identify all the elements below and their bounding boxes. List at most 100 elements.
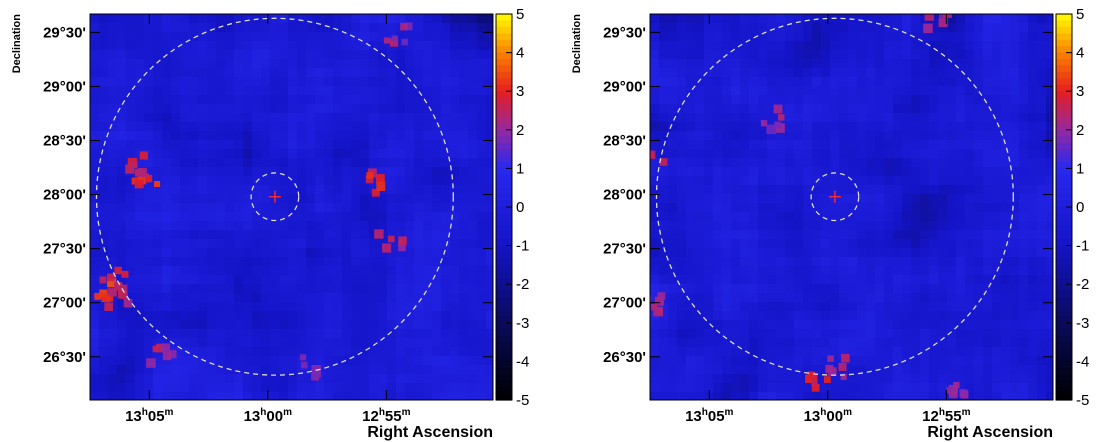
map-pixel: [731, 383, 740, 392]
map-pixel: [234, 113, 243, 122]
map-pixel: [965, 311, 974, 320]
map-pixel: [108, 311, 117, 320]
map-pixel: [342, 392, 351, 400]
map-pixel: [1010, 158, 1019, 167]
map-pixel: [198, 239, 207, 248]
map-pixel: [848, 248, 857, 257]
map-pixel: [839, 194, 848, 203]
map-pixel: [704, 104, 713, 113]
map-pixel: [432, 14, 441, 23]
map-pixel: [884, 95, 893, 104]
map-pixel: [848, 329, 857, 338]
map-pixel: [830, 302, 839, 311]
map-pixel: [396, 248, 405, 257]
map-pixel: [758, 185, 767, 194]
map-pixel: [857, 104, 866, 113]
map-pixel: [920, 221, 929, 230]
map-pixel: [659, 266, 668, 275]
map-pixel: [812, 86, 821, 95]
colorbar-tick-label: -1: [516, 238, 529, 255]
hotspot-pixel: [401, 38, 408, 46]
map-pixel: [785, 203, 794, 212]
map-pixel: [1037, 365, 1046, 374]
map-pixel: [875, 383, 884, 392]
map-pixel: [396, 50, 405, 59]
map-pixel: [486, 221, 493, 230]
map-pixel: [749, 203, 758, 212]
map-pixel: [929, 113, 938, 122]
map-pixel: [243, 113, 252, 122]
map-pixel: [1019, 356, 1028, 365]
map-pixel: [839, 347, 848, 356]
map-pixel: [198, 77, 207, 86]
map-pixel: [360, 302, 369, 311]
map-pixel: [965, 68, 974, 77]
map-pixel: [686, 302, 695, 311]
map-pixel: [740, 131, 749, 140]
map-pixel: [1001, 68, 1010, 77]
map-pixel: [677, 284, 686, 293]
map-pixel: [171, 257, 180, 266]
map-pixel: [180, 167, 189, 176]
map-pixel: [234, 257, 243, 266]
map-pixel: [668, 41, 677, 50]
map-pixel: [1028, 50, 1037, 59]
map-pixel: [1028, 113, 1037, 122]
map-pixel: [468, 374, 477, 383]
map-pixel: [758, 293, 767, 302]
map-pixel: [1001, 122, 1010, 131]
map-pixel: [947, 68, 956, 77]
map-pixel: [1019, 41, 1028, 50]
map-pixel: [722, 293, 731, 302]
map-pixel: [486, 158, 493, 167]
map-pixel: [1046, 212, 1053, 221]
map-pixel: [704, 257, 713, 266]
map-pixel: [713, 383, 722, 392]
map-pixel: [947, 86, 956, 95]
map-pixel: [686, 23, 695, 32]
map-pixel: [297, 302, 306, 311]
map-pixel: [983, 284, 992, 293]
map-pixel: [252, 140, 261, 149]
map-pixel: [740, 293, 749, 302]
map-pixel: [477, 194, 486, 203]
map-pixel: [396, 185, 405, 194]
map-pixel: [153, 167, 162, 176]
map-pixel: [378, 347, 387, 356]
map-pixel: [171, 230, 180, 239]
hotspot-pixel: [398, 243, 406, 252]
map-pixel: [441, 104, 450, 113]
map-pixel: [695, 365, 704, 374]
map-pixel: [396, 194, 405, 203]
map-pixel: [324, 23, 333, 32]
map-pixel: [1037, 374, 1046, 383]
map-pixel: [360, 347, 369, 356]
map-pixel: [342, 86, 351, 95]
map-pixel: [135, 68, 144, 77]
map-pixel: [261, 77, 270, 86]
map-pixel: [126, 311, 135, 320]
colorbar-segment: [496, 348, 512, 356]
map-pixel: [396, 158, 405, 167]
map-pixel: [297, 311, 306, 320]
map-pixel: [459, 356, 468, 365]
map-pixel: [686, 167, 695, 176]
colorbar-segment: [1056, 271, 1072, 279]
map-pixel: [992, 50, 1001, 59]
hotspot-pixel: [773, 104, 783, 114]
map-pixel: [450, 95, 459, 104]
map-pixel: [848, 149, 857, 158]
map-pixel: [153, 113, 162, 122]
map-pixel: [477, 356, 486, 365]
map-pixel: [432, 374, 441, 383]
map-pixel: [252, 131, 261, 140]
map-pixel: [785, 230, 794, 239]
map-pixel: [225, 356, 234, 365]
map-pixel: [911, 14, 920, 23]
map-pixel: [360, 230, 369, 239]
map-pixel: [785, 392, 794, 400]
map-pixel: [459, 221, 468, 230]
map-pixel: [920, 374, 929, 383]
map-pixel: [189, 77, 198, 86]
map-pixel: [884, 131, 893, 140]
